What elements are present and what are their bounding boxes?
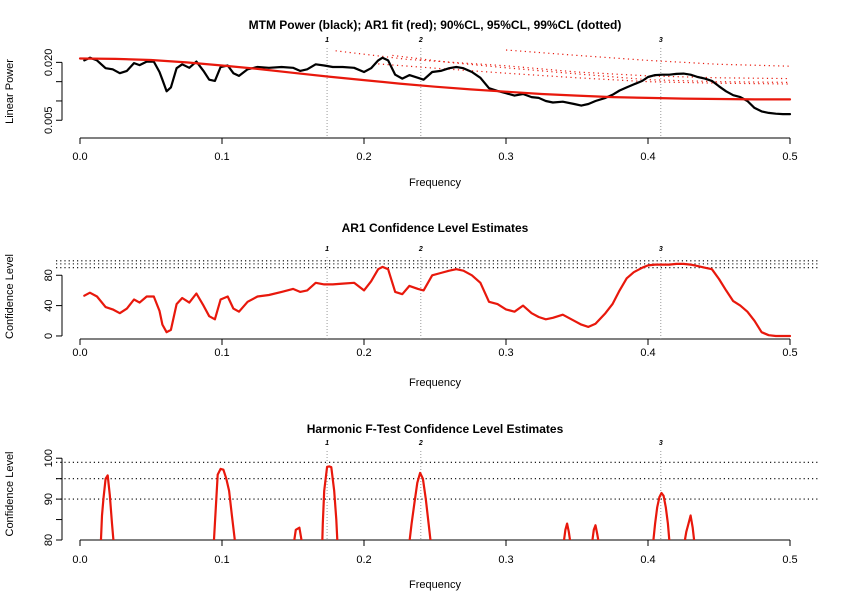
chart-1-x-tick-label: 0.2 <box>356 347 371 359</box>
chart-2-title: Harmonic F-Test Confidence Level Estimat… <box>307 422 564 436</box>
chart-1-peak-marker-label: 1 <box>325 246 329 253</box>
mtm-power-panel: MTM Power (black); AR1 fit (red); 90%CL,… <box>4 18 798 189</box>
chart-1-x-tick-label: 0.1 <box>214 347 229 359</box>
chart-2-series-line <box>591 524 600 540</box>
chart-1-x-tick-label: 0.0 <box>72 347 87 359</box>
chart-2-series-line <box>99 474 115 540</box>
chart-0-x-tick-label: 0.2 <box>356 151 371 163</box>
chart-0-x-tick-label: 0.3 <box>498 151 513 163</box>
chart-0-peak-marker-label: 2 <box>418 37 423 44</box>
chart-2-series-line <box>293 526 303 540</box>
chart-1-x-tick-label: 0.4 <box>640 347 655 359</box>
chart-2-y-tick-label: 90 <box>43 493 55 505</box>
chart-2-y-tick-label: 100 <box>43 449 55 467</box>
chart-2-series-line <box>321 465 339 540</box>
chart-2-series-line <box>408 471 432 540</box>
chart-2-x-tick-label: 0.2 <box>356 554 371 566</box>
chart-0-confidence-curve <box>392 54 791 83</box>
chart-0-y-tick-label: 0.020 <box>43 49 55 77</box>
chart-2-x-tick-label: 0.3 <box>498 554 513 566</box>
chart-0-y-axis-label: Linear Power <box>4 59 16 124</box>
chart-1-x-tick-label: 0.3 <box>498 347 513 359</box>
chart-1-y-axis-label: Confidence Level <box>4 254 16 339</box>
chart-0-series-line <box>78 57 792 101</box>
chart-2-series-line <box>212 467 236 540</box>
chart-0-title: MTM Power (black); AR1 fit (red); 90%CL,… <box>249 18 622 32</box>
chart-1-y-tick-label: 80 <box>43 269 55 281</box>
chart-1-peak-marker-label: 3 <box>659 246 663 253</box>
chart-2-peak-marker-label: 1 <box>325 440 329 447</box>
chart-1-y-tick-label: 0 <box>43 333 55 339</box>
chart-0-x-tick-label: 0.0 <box>72 151 87 163</box>
chart-0-confidence-curve <box>335 50 791 80</box>
chart-1-title: AR1 Confidence Level Estimates <box>342 221 529 235</box>
chart-2-series-line <box>652 491 671 540</box>
chart-2-x-tick-label: 0.5 <box>782 554 797 566</box>
ar1-confidence-panel: AR1 Confidence Level Estimates 0.0 0.1 0.2 0… <box>4 221 818 389</box>
chart-1-x-axis-label: Frequency <box>409 377 461 389</box>
chart-1-y-tick-label: 40 <box>43 299 55 311</box>
chart-1-series-line <box>83 262 792 338</box>
chart-0-series-line <box>83 56 792 116</box>
chart-0-peak-marker-label: 1 <box>325 37 329 44</box>
chart-2-x-tick-label: 0.4 <box>640 554 655 566</box>
chart-0-x-tick-label: 0.1 <box>214 151 229 163</box>
chart-2-peak-marker-label: 3 <box>659 440 663 447</box>
chart-0-confidence-curve <box>378 63 791 85</box>
chart-1-peak-marker-label: 2 <box>418 246 423 253</box>
chart-0-x-axis-label: Frequency <box>409 177 461 189</box>
chart-0-peak-marker-label: 3 <box>659 37 663 44</box>
chart-2-y-axis-label: Confidence Level <box>4 451 16 536</box>
chart-2-x-axis-label: Frequency <box>409 579 461 591</box>
chart-2-series-line <box>683 514 696 540</box>
chart-1-x-tick-label: 0.5 <box>782 347 797 359</box>
harmonic-ftest-panel: Harmonic F-Test Confidence Level Estimat… <box>4 422 818 591</box>
chart-0-x-tick-label: 0.4 <box>640 151 655 163</box>
chart-2-x-tick-label: 0.1 <box>214 554 229 566</box>
chart-0-y-tick-label: 0.005 <box>43 106 55 134</box>
chart-2-y-tick-label: 80 <box>43 534 55 546</box>
chart-0-x-tick-label: 0.5 <box>782 151 797 163</box>
chart-0-confidence-curve <box>505 49 791 67</box>
chart-2-series-line <box>562 522 572 540</box>
chart-2-peak-marker-label: 2 <box>418 440 423 447</box>
chart-2-x-tick-label: 0.0 <box>72 554 87 566</box>
